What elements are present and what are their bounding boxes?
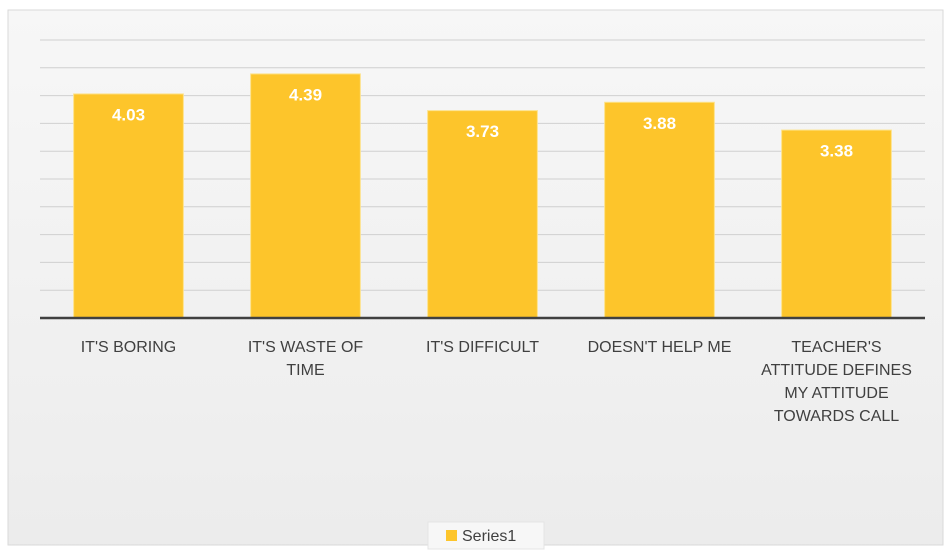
bar [250, 73, 361, 319]
bar [427, 110, 538, 319]
x-tick-label: IT'S WASTE OF TIME [248, 339, 364, 379]
bar [604, 101, 715, 319]
data-label: 4.03 [112, 105, 145, 124]
data-label: 3.88 [643, 114, 676, 133]
x-tick-label: TEACHER'S ATTITUDE DEFINES MY ATTITUDE TOWA… [761, 339, 912, 425]
bar [73, 93, 184, 319]
x-tick-label: DOESN'T HELP ME [588, 339, 732, 356]
data-label: 3.73 [466, 122, 499, 141]
legend-swatch [446, 530, 457, 541]
bar [781, 129, 892, 319]
data-label: 4.39 [289, 85, 322, 104]
x-tick-label: IT'S BORING [81, 339, 177, 356]
x-tick-label: IT'S DIFFICULT [426, 339, 539, 356]
legend-label: Series1 [462, 528, 516, 545]
data-label: 3.38 [820, 142, 853, 161]
